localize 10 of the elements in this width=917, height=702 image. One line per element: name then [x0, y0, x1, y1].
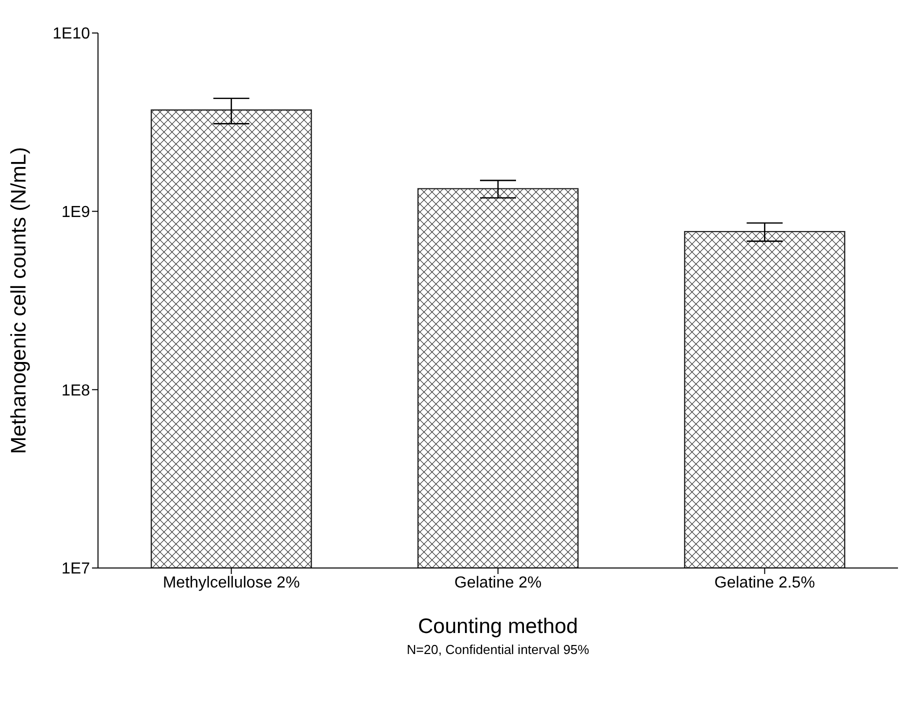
y-tick-label: 1E8: [62, 382, 90, 400]
y-axis-title: Methanogenic cell counts (N/mL): [7, 147, 30, 454]
y-tick-label: 1E10: [52, 26, 90, 43]
x-tick-label: Methylcellulose 2%: [162, 574, 300, 592]
x-axis-title: Counting method: [418, 615, 578, 638]
y-tick-label: 1E7: [62, 560, 90, 578]
text: N=20, Confidential interval 95%: [406, 642, 590, 657]
x-tick-label: Gelatine 2%: [454, 574, 542, 592]
x-tick-label: Gelatine 2.5%: [714, 574, 815, 592]
y-tick-label: 1E9: [62, 204, 90, 222]
